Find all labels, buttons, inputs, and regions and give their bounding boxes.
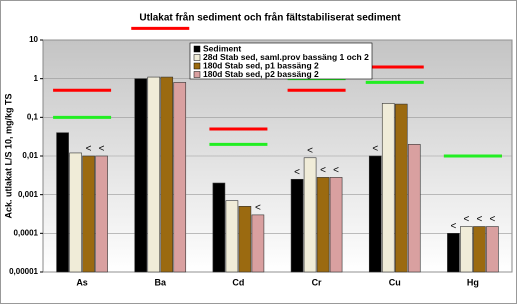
- x-tick-label: Cr: [312, 277, 322, 287]
- legend-swatch: [193, 45, 201, 53]
- note: <: [333, 165, 339, 176]
- y-axis-label: Ack. utlakat L/S 10, mg/kg TS: [3, 93, 13, 218]
- x-tick-label: Cu: [389, 277, 401, 287]
- bar: [82, 155, 95, 273]
- bar: [473, 226, 486, 273]
- bar: [290, 178, 304, 273]
- note: <: [294, 167, 300, 178]
- note: <: [372, 144, 378, 155]
- note: <: [476, 214, 482, 225]
- bar: [251, 214, 265, 273]
- bar: [303, 157, 317, 273]
- legend-swatch: [193, 71, 201, 78]
- legend-label: 28d Stab sed, saml.prov bassäng 1 och 2: [203, 52, 369, 62]
- bar: [173, 82, 187, 273]
- note: <: [86, 144, 92, 155]
- bar: [329, 177, 343, 273]
- note: <: [463, 214, 469, 225]
- note: <: [99, 144, 105, 155]
- bar: [160, 76, 174, 273]
- y-tick-label: 0,001: [18, 190, 39, 199]
- bar: [486, 226, 499, 273]
- bar: [238, 206, 252, 273]
- bar: [394, 103, 408, 273]
- note: <: [489, 214, 495, 225]
- x-tick-label: Ba: [154, 277, 166, 287]
- bar: [381, 103, 395, 273]
- bar: [368, 155, 382, 273]
- bar: [134, 78, 148, 273]
- bar: [95, 155, 108, 273]
- bar: [225, 200, 239, 273]
- legend-box: [189, 42, 373, 80]
- bar: [460, 226, 473, 273]
- x-tick-label: Cd: [232, 277, 244, 287]
- y-tick-label: 0,00001: [9, 267, 38, 276]
- y-tick-label: 0,01: [22, 151, 38, 160]
- note: <: [450, 221, 456, 232]
- legend-label: Sediment: [203, 43, 241, 53]
- y-tick-label: 1: [34, 74, 39, 83]
- x-tick-label: Hg: [467, 277, 479, 287]
- note: <: [320, 165, 326, 176]
- y-tick-label: 0,0001: [14, 228, 39, 237]
- y-tick-label: 10: [29, 35, 38, 44]
- bar: [56, 132, 69, 273]
- chart-title: Utlakat från sediment och från fältstabi…: [139, 12, 401, 24]
- legend-label: 180d Stab sed, p1 bassäng 2: [203, 60, 319, 70]
- bar: [316, 177, 330, 273]
- note: <: [255, 203, 261, 214]
- bar: [147, 76, 161, 273]
- note: <: [307, 145, 313, 156]
- legend-label: 180d Stab sed, p2 bassäng 2: [203, 69, 319, 79]
- legend-swatch: [193, 62, 201, 70]
- bar: [407, 144, 421, 273]
- bar: [69, 152, 82, 273]
- legend-swatch: [193, 54, 201, 61]
- y-tick-label: 0,1: [27, 112, 39, 121]
- x-tick-label: As: [76, 277, 88, 287]
- bar: [212, 182, 226, 273]
- bar: [447, 233, 460, 273]
